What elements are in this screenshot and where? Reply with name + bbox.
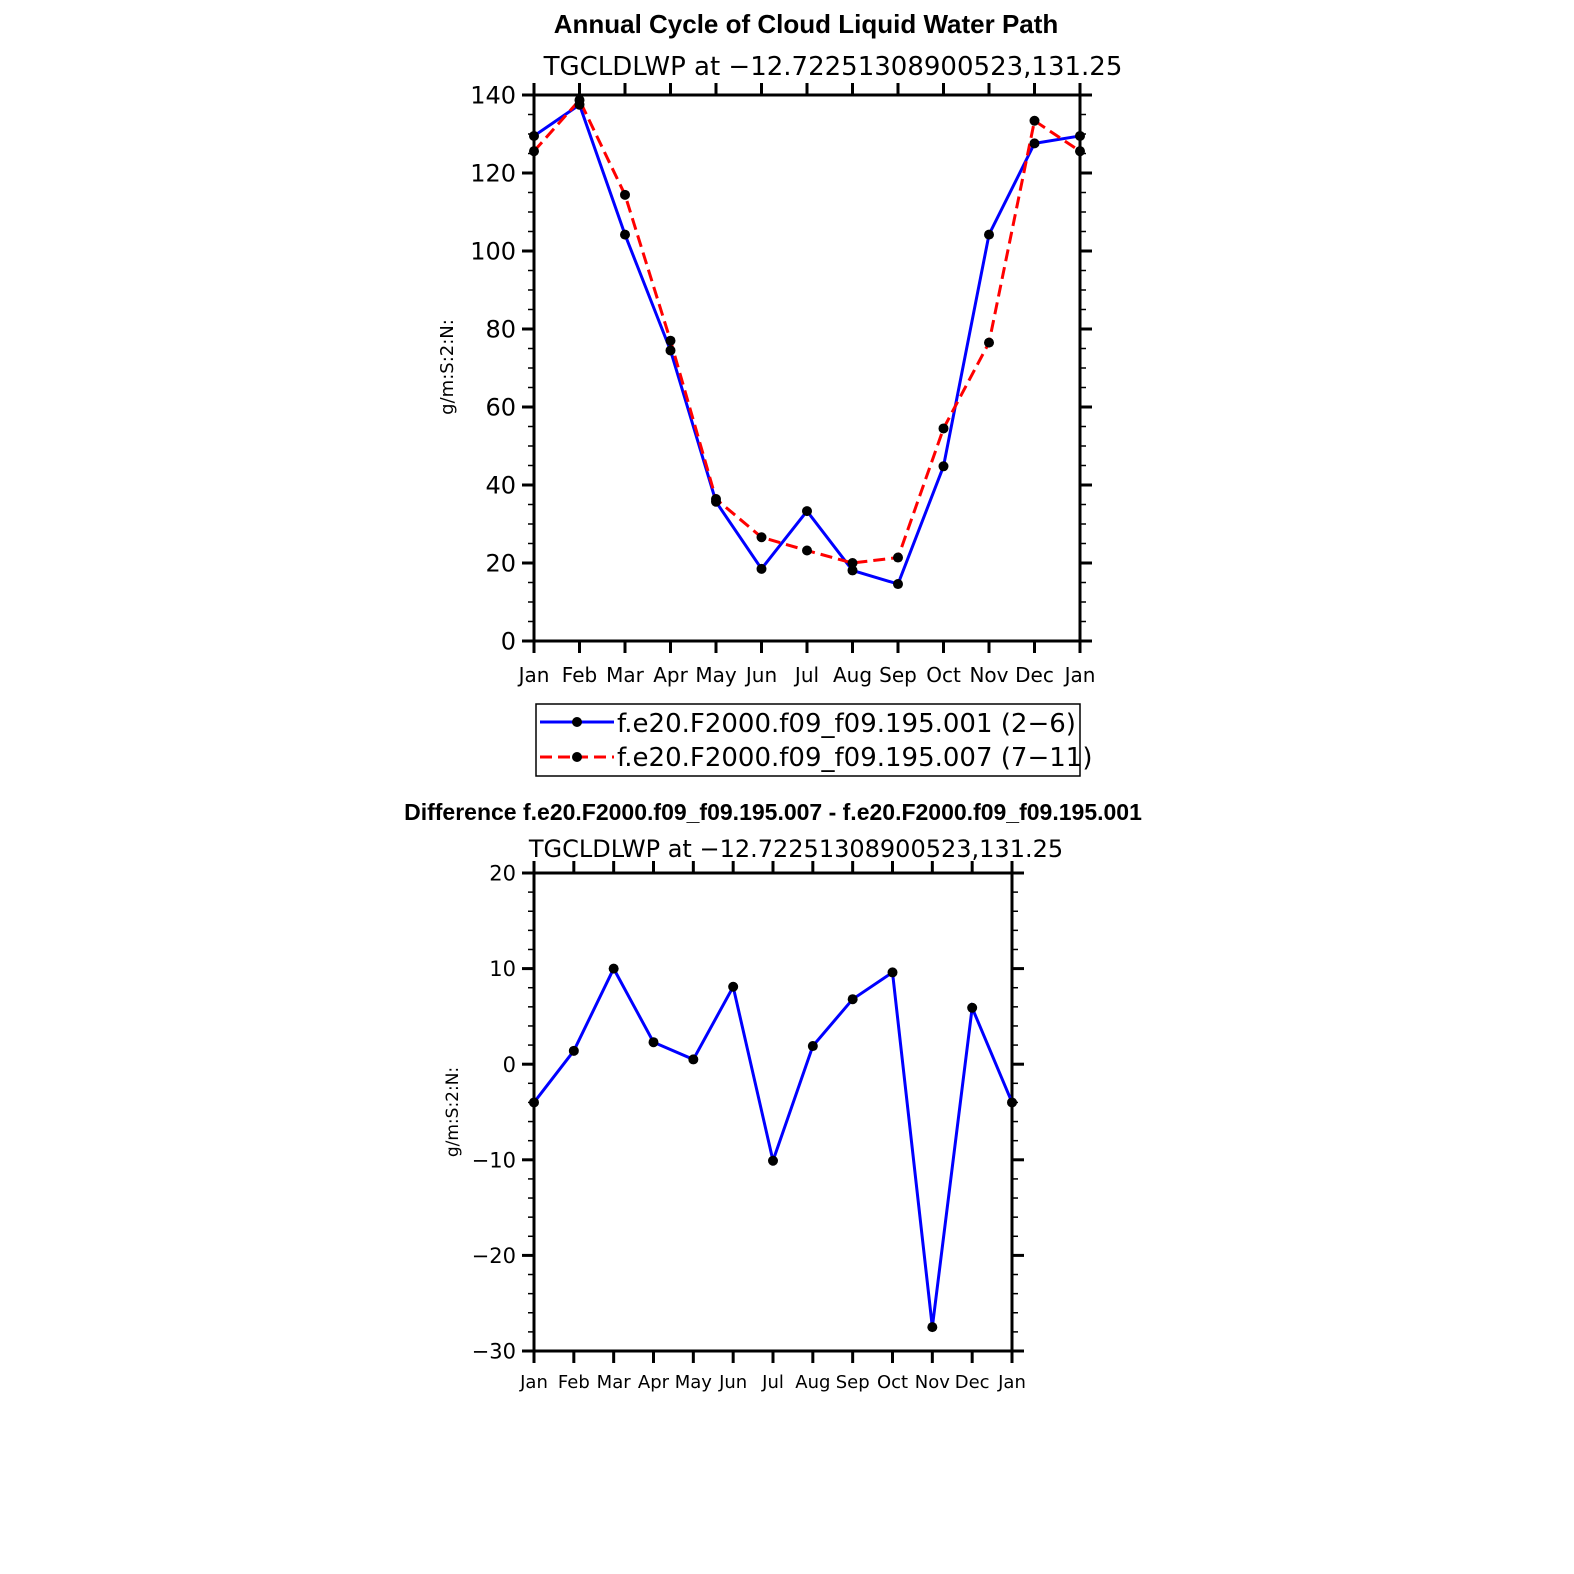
chart2-axes: Jan Feb Mar Apr May Jun Jul Aug Sep Oct Nov Dec Jan−…	[472, 861, 1026, 1393]
series-2-point	[574, 95, 585, 106]
series-2-point	[620, 189, 630, 200]
chart2-ylabel: g/m:S:2:N:	[443, 1067, 463, 1157]
chart2-series	[529, 963, 1017, 1333]
series-1-point	[620, 229, 630, 240]
series-1-point	[568, 1045, 579, 1056]
series-1-point	[648, 1037, 659, 1048]
series-2-point	[802, 545, 812, 556]
chart1-ylabel: g/m:S:2:N:	[437, 319, 458, 415]
x-tick-label: Jan	[519, 1372, 548, 1393]
x-tick-label: Jan	[517, 663, 550, 687]
plot-frame	[532, 871, 1014, 1353]
series-1-point	[1029, 138, 1040, 149]
x-tick-label: Feb	[562, 663, 597, 687]
chart1-legend: f.e20.F2000.f09_f09.195.001 (2−6) f.e20.…	[535, 703, 1092, 777]
x-tick-label: Apr	[638, 1372, 670, 1393]
y-tick-label: 20	[485, 550, 516, 578]
x-tick-label: Jan	[997, 1372, 1026, 1393]
series-1-point	[807, 1041, 818, 1052]
series-1-point	[847, 994, 858, 1005]
series-2-point	[711, 494, 721, 505]
series-2-point	[938, 423, 949, 434]
y-tick-label: 40	[485, 472, 516, 500]
x-tick-label: Dec	[955, 1372, 990, 1393]
series-2-point	[665, 335, 676, 346]
series-2-point	[529, 146, 539, 157]
x-tick-label: Jan	[1063, 663, 1096, 687]
y-tick-label: −20	[472, 1244, 516, 1268]
legend-label-series-2: f.e20.F2000.f09_f09.195.007 (7−11)	[617, 743, 1092, 773]
x-tick-label: Jul	[761, 1372, 784, 1393]
x-tick-label: May	[695, 663, 737, 687]
series-2-point	[847, 558, 858, 568]
chart1-series	[529, 95, 1085, 590]
series-2-point	[756, 532, 767, 543]
y-tick-label: −10	[472, 1148, 516, 1172]
series-1-point	[688, 1054, 699, 1065]
x-tick-label: Nov	[969, 663, 1008, 687]
y-tick-label: 100	[470, 238, 516, 266]
x-tick-label: Jun	[718, 1372, 747, 1393]
series-1-point	[984, 229, 994, 240]
x-tick-label: Sep	[879, 663, 917, 687]
y-tick-label: 20	[489, 862, 516, 886]
y-tick-label: 80	[485, 316, 516, 344]
y-tick-label: 0	[501, 628, 516, 656]
x-tick-label: Oct	[877, 1372, 908, 1393]
x-tick-label: Jul	[793, 663, 819, 687]
y-tick-label: 0	[503, 1053, 516, 1077]
y-tick-label: −30	[472, 1340, 516, 1364]
legend-marker-series-2	[572, 752, 582, 762]
series-1-point	[802, 506, 812, 517]
x-tick-label: Mar	[606, 663, 645, 687]
series-1-point	[1075, 130, 1085, 141]
y-tick-label: 60	[485, 394, 516, 422]
series-1-point	[1007, 1097, 1017, 1108]
chart2-subtitle: TGCLDLWP at −12.72251308900523,131.25	[528, 835, 1063, 863]
legend-label-series-1: f.e20.F2000.f09_f09.195.001 (2−6)	[617, 709, 1076, 739]
legend-box	[535, 703, 1081, 777]
series-line-2	[532, 97, 1081, 565]
x-tick-label: Nov	[915, 1372, 950, 1393]
chart1-subtitle: TGCLDLWP at −12.72251308900523,131.25	[543, 52, 1123, 82]
x-tick-label: Sep	[836, 1372, 870, 1393]
y-tick-label: 10	[489, 957, 516, 981]
series-1-point	[756, 563, 767, 574]
x-tick-label: May	[675, 1372, 713, 1393]
series-1-point	[608, 963, 619, 974]
x-tick-label: Oct	[926, 663, 961, 687]
y-tick-label: 120	[470, 160, 516, 188]
x-tick-label: Dec	[1015, 663, 1054, 687]
series-1-point	[887, 967, 898, 978]
series-2-point	[1029, 115, 1040, 126]
x-tick-label: Apr	[653, 663, 688, 687]
series-2-point	[893, 552, 903, 563]
x-tick-label: Mar	[597, 1372, 632, 1393]
series-line-1	[532, 965, 1014, 1328]
series-1-point	[728, 981, 739, 992]
chart2-title: Difference f.e20.F2000.f09_f09.195.007 -…	[404, 799, 1142, 825]
x-tick-label: Jun	[744, 663, 777, 687]
series-1-point	[768, 1155, 778, 1166]
x-tick-label: Aug	[795, 1372, 830, 1393]
series-1-point	[847, 565, 858, 576]
series-1-point	[938, 461, 949, 472]
x-tick-label: Feb	[558, 1372, 590, 1393]
series-1-point	[529, 130, 539, 141]
series-1-point	[529, 1097, 539, 1108]
x-tick-label: Aug	[833, 663, 872, 687]
chart1-axes: Jan Feb Mar Apr May Jun Jul Aug Sep Oct Nov Dec Jan0…	[470, 82, 1095, 687]
chart1-title: Annual Cycle of Cloud Liquid Water Path	[554, 9, 1059, 39]
series-1-point	[665, 345, 676, 356]
series-1-point	[893, 579, 903, 590]
series-1-point	[927, 1322, 938, 1333]
annual-cycle-chart: Annual Cycle of Cloud Liquid Water Path …	[437, 9, 1123, 777]
series-1-point	[967, 1002, 978, 1013]
difference-chart: Difference f.e20.F2000.f09_f09.195.007 -…	[404, 799, 1142, 1393]
y-tick-label: 140	[470, 82, 516, 110]
series-2-point	[1075, 146, 1085, 157]
series-2-point	[984, 337, 994, 348]
legend-marker-series-1	[572, 717, 582, 727]
